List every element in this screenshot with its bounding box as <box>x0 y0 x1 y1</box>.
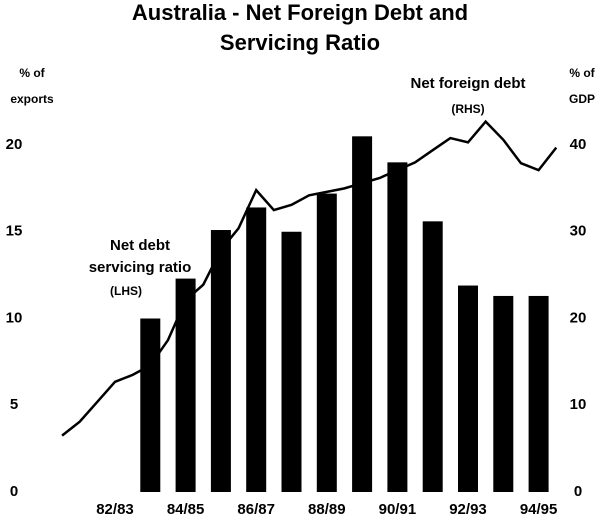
line <box>61 119 558 437</box>
y2-tick-label: 40 <box>570 136 587 153</box>
y-axis-label: exports <box>10 92 54 106</box>
x-tick-label: 94/95 <box>520 501 558 518</box>
x-tick-label: 82/83 <box>96 501 134 518</box>
annotation: (LHS) <box>110 284 142 298</box>
chart-title: Australia - Net Foreign Debt and <box>132 0 468 25</box>
annotation: servicing ratio <box>89 259 192 276</box>
chart-title: Servicing Ratio <box>220 30 380 55</box>
x-tick-label: 86/87 <box>237 501 275 518</box>
annotation: Net foreign debt <box>411 75 526 92</box>
bar <box>246 207 267 492</box>
x-tick-label: 84/85 <box>167 501 205 518</box>
x-tick-label: 88/89 <box>308 501 346 518</box>
bar <box>528 295 549 492</box>
y-axis-label: % of <box>19 66 45 80</box>
y-tick-label: 20 <box>6 136 23 153</box>
y2-tick-label: 10 <box>570 396 587 413</box>
y-tick-label: 0 <box>10 483 18 500</box>
bar <box>175 278 196 492</box>
bar <box>210 230 231 492</box>
bar <box>281 231 302 492</box>
annotation: Net debt <box>110 237 170 254</box>
y-tick-label: 5 <box>10 396 18 413</box>
x-tick-label: 92/93 <box>449 501 487 518</box>
bar <box>458 285 478 492</box>
y2-tick-label: 0 <box>574 483 582 500</box>
annotation: (RHS) <box>451 102 484 116</box>
y-tick-label: 10 <box>6 309 23 326</box>
x-tick-label: 90/91 <box>379 501 417 518</box>
bar <box>352 136 373 492</box>
y2-axis-label: % of <box>569 66 595 80</box>
bar <box>387 162 408 492</box>
y2-axis-label: GDP <box>569 92 595 106</box>
bar <box>422 221 443 492</box>
y2-tick-label: 20 <box>570 309 587 326</box>
y-tick-label: 15 <box>6 223 23 240</box>
bar <box>316 193 337 492</box>
bar <box>140 318 161 492</box>
y2-tick-label: 30 <box>570 223 587 240</box>
bar <box>493 295 514 492</box>
